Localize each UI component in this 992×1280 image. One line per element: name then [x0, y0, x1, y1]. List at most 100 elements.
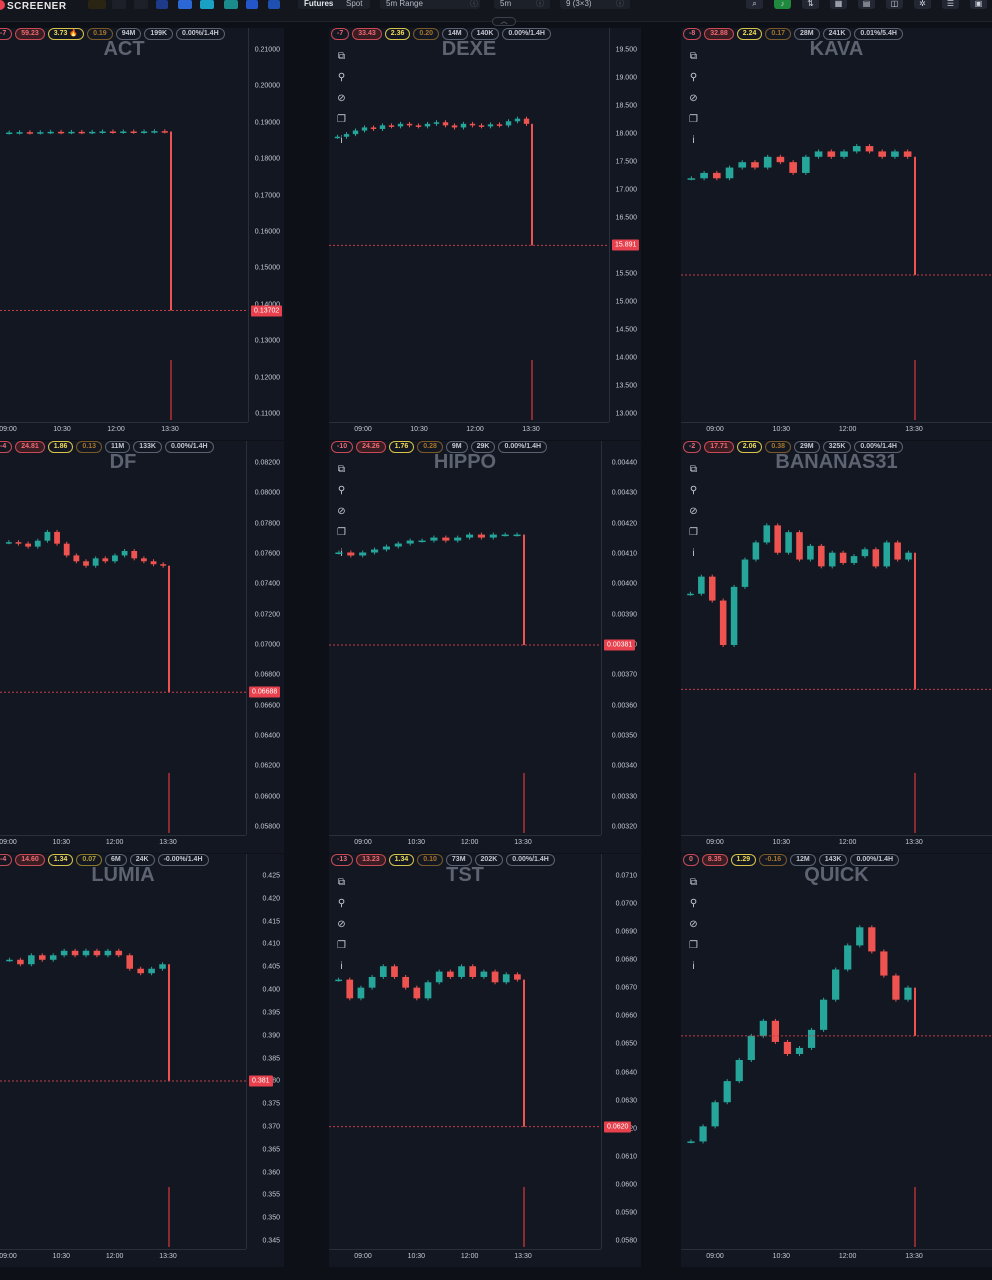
hide-icon[interactable]: ⊘ [689, 919, 698, 930]
app-logo[interactable]: SCREENER [0, 0, 67, 13]
stat-chip[interactable]: 14.60 [15, 854, 45, 866]
stat-chip[interactable]: 13.23 [356, 854, 386, 866]
candle [413, 987, 421, 999]
settings-icon[interactable]: ✲ [914, 0, 931, 9]
price-axis[interactable]: 19.500 19.000 18.500 18.000 17.500 17.000 16.5… [609, 28, 641, 422]
stat-chip[interactable]: -10 [331, 441, 354, 453]
info-icon[interactable]: i [692, 135, 695, 146]
search-icon[interactable]: ⌕ [746, 0, 763, 9]
interval-select[interactable] [494, 0, 550, 9]
chart-panel-hippo[interactable]: -10 24.26 1.76 0.28 9M 29K 0.00%/1.4H HIPPO ⧉ ⚲ ⊘ ❐… [329, 441, 641, 853]
stat-chip[interactable]: 32.88 [704, 28, 734, 40]
stat-chip[interactable]: 33.43 [352, 28, 382, 40]
user-icon[interactable]: ▣ [970, 0, 987, 9]
chart-panel-bananas31[interactable]: -2 17.71 2.06 0.38 29M 325K 0.00%/1.4H BANANAS3… [681, 441, 992, 853]
stat-chip[interactable]: -4 [0, 441, 13, 453]
stat-chip[interactable]: -4 [0, 854, 13, 866]
stat-chip[interactable]: -7 [0, 28, 13, 40]
duplicate-icon[interactable]: ❐ [689, 940, 698, 951]
info-icon[interactable]: i [340, 961, 343, 972]
price-axis[interactable]: 0.425 0.420 0.415 0.410 0.405 0.400 0.395 0.390… [246, 854, 284, 1249]
info-icon[interactable]: i [692, 548, 695, 559]
range-info-icon[interactable]: ⓘ [470, 0, 478, 8]
pin-icon[interactable]: ⚲ [689, 485, 698, 496]
exchange-teal-icon[interactable] [224, 0, 238, 9]
layout-icon[interactable]: ▦ [830, 0, 847, 9]
copy-icon[interactable]: ⧉ [689, 877, 698, 888]
tab-futures[interactable]: Futures [304, 0, 334, 8]
price-plot[interactable] [329, 854, 601, 1267]
sort-icon[interactable]: ⇅ [802, 0, 819, 9]
stat-chip[interactable]: -13 [331, 854, 354, 866]
stat-chip[interactable]: -7 [331, 28, 350, 40]
chart-panel-df[interactable]: -4 24.81 1.86 0.13 11M 133K 0.00%/1.4H DF 09:00 1… [0, 441, 284, 853]
hide-icon[interactable]: ⊘ [337, 93, 346, 104]
duplicate-icon[interactable]: ❐ [337, 114, 346, 125]
collapse-toolbar-button[interactable]: ︿ [492, 17, 516, 26]
chart-panel-quick[interactable]: 0 8.35 1.29 -0.16 12M 143K 0.00%/1.4H QUICK ⧉ ⚲ ⊘ ❐… [681, 854, 992, 1267]
hide-icon[interactable]: ⊘ [689, 93, 698, 104]
info-icon[interactable]: i [692, 961, 695, 972]
price-axis[interactable]: 0.08200 0.08000 0.07800 0.07600 0.07400 0.072… [246, 441, 284, 835]
price-plot[interactable] [0, 441, 246, 853]
copy-icon[interactable]: ⧉ [337, 877, 346, 888]
hide-icon[interactable]: ⊘ [337, 919, 346, 930]
range-select[interactable] [380, 0, 480, 9]
copy-icon[interactable]: ⧉ [689, 464, 698, 475]
duplicate-icon[interactable]: ❐ [689, 527, 698, 538]
price-axis[interactable]: 0.0710 0.0700 0.0690 0.0680 0.0670 0.0660 0.06… [601, 854, 641, 1249]
duplicate-icon[interactable]: ❐ [689, 114, 698, 125]
chart-panel-kava[interactable]: -8 32.88 2.24 0.17 28M 241K 0.01%/5.4H KAVA ⧉ ⚲ ⊘ ❐… [681, 28, 992, 440]
stat-chip[interactable]: -2 [683, 441, 702, 453]
price-plot[interactable] [0, 28, 248, 440]
price-plot[interactable] [681, 28, 992, 440]
chart-icon[interactable]: ◫ [886, 0, 903, 9]
layout-info-icon[interactable]: ⓘ [616, 0, 624, 8]
price-plot[interactable] [681, 441, 992, 853]
hide-icon[interactable]: ⊘ [689, 506, 698, 517]
price-axis[interactable]: 0.00440 0.00430 0.00420 0.00410 0.00400 0.003… [601, 441, 641, 835]
price-plot[interactable] [329, 28, 609, 440]
stat-chip[interactable]: 59.23 [15, 28, 45, 40]
tab-spot[interactable]: Spot [346, 0, 363, 8]
stat-chip[interactable]: 8.35 [701, 854, 728, 866]
price-plot[interactable] [681, 854, 992, 1267]
chart-panel-tst[interactable]: -13 13.23 1.34 0.10 73M 202K 0.00%/1.4H TST ⧉ ⚲ ⊘ ❐… [329, 854, 641, 1267]
exchange-blue-icon[interactable] [178, 0, 192, 9]
chart-panel-lumia[interactable]: -4 14.60 1.34 0.07 6M 24K -0.00%/1.4H LUMIA 09:0… [0, 854, 284, 1267]
pin-icon[interactable]: ⚲ [689, 72, 698, 83]
stat-chip[interactable]: 0 [683, 854, 699, 866]
stat-chip[interactable]: -8 [683, 28, 702, 40]
duplicate-icon[interactable]: ❐ [337, 940, 346, 951]
copy-icon[interactable]: ⧉ [337, 464, 346, 475]
network-icon[interactable] [134, 0, 148, 9]
copy-icon[interactable]: ⧉ [689, 51, 698, 62]
duplicate-icon[interactable]: ❐ [337, 527, 346, 538]
stat-chip[interactable]: 24.81 [15, 441, 45, 453]
sound-icon[interactable]: ♪ [774, 0, 791, 9]
hide-icon[interactable]: ⊘ [337, 506, 346, 517]
price-axis[interactable]: 0.21000 0.20000 0.19000 0.18000 0.17000 0.160… [248, 28, 284, 422]
exchange-g-icon[interactable] [156, 0, 168, 9]
info-icon[interactable]: i [340, 135, 343, 146]
exchange-cyan-icon[interactable] [200, 0, 214, 9]
interval-info-icon[interactable]: ⓘ [536, 0, 544, 8]
exchange-slash-icon[interactable] [268, 0, 280, 9]
pin-icon[interactable]: ⚲ [689, 898, 698, 909]
pin-icon[interactable]: ⚲ [337, 898, 346, 909]
stat-chip[interactable]: 17.71 [704, 441, 734, 453]
alerts-icon[interactable]: ▤ [858, 0, 875, 9]
stat-chip[interactable]: 24.26 [356, 441, 386, 453]
list-icon[interactable]: ☰ [942, 0, 959, 9]
binance-icon[interactable] [88, 0, 106, 9]
price-plot[interactable] [0, 854, 246, 1267]
layout-select[interactable] [560, 0, 630, 9]
pin-icon[interactable]: ⚲ [337, 485, 346, 496]
chart-panel-act[interactable]: -7 59.23 3.73 🔥 0.19 94M 199K 0.00%/1.4H ACT 09:… [0, 28, 284, 440]
pin-icon[interactable]: ⚲ [337, 72, 346, 83]
exchange-icon[interactable] [112, 0, 126, 9]
exchange-x-icon[interactable] [246, 0, 258, 9]
price-plot[interactable] [329, 441, 601, 853]
chart-panel-dexe[interactable]: -7 33.43 2.36 0.20 14M 140K 0.00%/1.4H DEXE ⧉ ⚲ ⊘ ❐… [329, 28, 641, 440]
copy-icon[interactable]: ⧉ [337, 51, 346, 62]
